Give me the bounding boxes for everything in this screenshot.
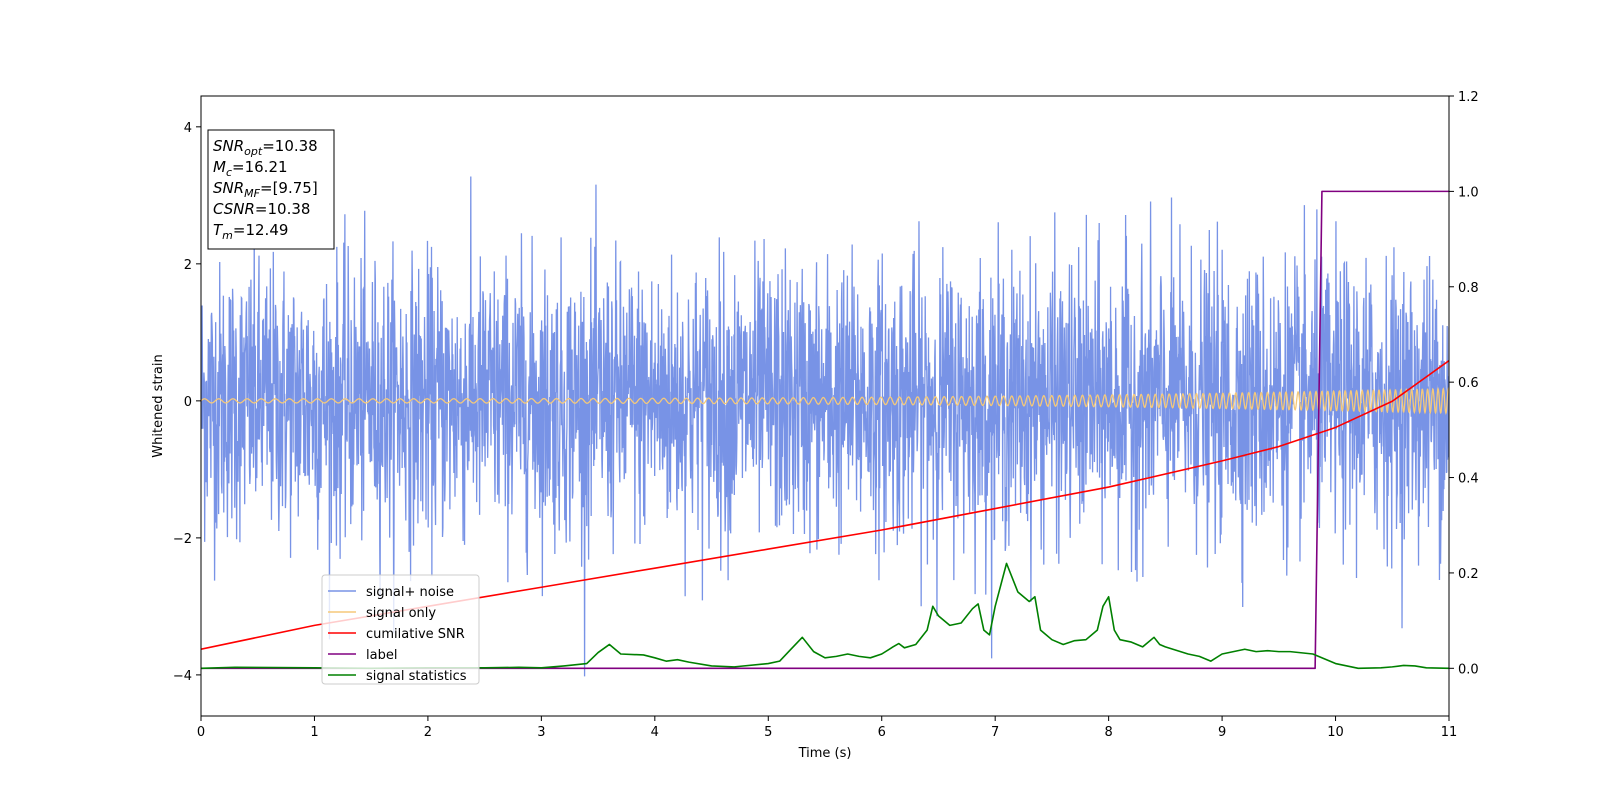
x-tick-label: 5 [764, 725, 772, 740]
stats-annotation-line: Tm=12.49 [213, 221, 288, 242]
x-tick-label: 1 [310, 725, 318, 740]
legend-label-cumilative-snr: cumilative SNR [366, 627, 465, 642]
y-left-tick-label: −4 [173, 669, 192, 684]
legend-label-signal-statistics: signal statistics [366, 669, 467, 684]
y-left-tick-label: 4 [184, 121, 192, 136]
y-right-tick-label: 0.0 [1458, 662, 1479, 677]
x-tick-label: 6 [878, 725, 886, 740]
y-left-tick-label: −2 [173, 532, 192, 547]
series-label-line [201, 190, 1449, 670]
y-right-tick-label: 0.8 [1458, 281, 1479, 296]
legend-frame [321, 574, 480, 685]
stats-annotation-lines: SNRopt=10.38Mc=16.21SNRMF=[9.75]CSNR=10.… [213, 137, 318, 242]
x-tick-label: 10 [1327, 725, 1344, 740]
stats-annotation-line: CSNR=10.38 [213, 200, 310, 218]
legend-label-label: label [366, 648, 397, 663]
y-right-axis-ticks: 0.0 0.2 0.4 0.6 0.8 1.0 1.2 [1449, 90, 1479, 677]
x-tick-label: 3 [537, 725, 545, 740]
x-tick-label: 4 [651, 725, 659, 740]
y-right-tick-label: 0.4 [1458, 472, 1479, 487]
stats-annotation-box: SNRopt=10.38Mc=16.21SNRMF=[9.75]CSNR=10.… [207, 129, 335, 250]
y-right-tick-label: 0.6 [1458, 376, 1479, 391]
x-tick-label: 7 [991, 725, 999, 740]
y-right-tick-label: 1.0 [1458, 185, 1479, 200]
x-axis-ticks: 0 1 2 3 4 5 6 7 8 9 10 11 [197, 716, 1457, 740]
x-tick-label: 2 [424, 725, 432, 740]
legend-items: signal+ noise signal only cumilative SNR la… [328, 585, 467, 684]
series-signal-noise-line [201, 176, 1449, 677]
y-left-tick-label: 2 [184, 258, 192, 273]
plot-frame [200, 95, 1450, 717]
x-tick-label: 8 [1104, 725, 1112, 740]
legend: signal+ noise signal only cumilative SNR la… [321, 574, 480, 685]
x-tick-label: 9 [1218, 725, 1226, 740]
legend-label-signal-noise: signal+ noise [366, 585, 454, 600]
x-tick-label: 0 [197, 725, 205, 740]
stats-annotation-line: SNRMF=[9.75] [213, 179, 318, 200]
y-left-tick-label: 0 [184, 395, 192, 410]
x-axis-label: Time (s) [798, 746, 852, 761]
legend-label-signal-only: signal only [366, 606, 436, 621]
y-right-tick-label: 0.2 [1458, 567, 1479, 582]
series-signal-only-line [201, 386, 1449, 416]
stats-annotation-line: SNRopt=10.38 [213, 137, 318, 158]
y-axis-label: Whitened strain [151, 354, 166, 457]
stats-annotation-frame [207, 129, 335, 250]
series-signal-statistics-line [201, 562, 1449, 670]
x-tick-label: 11 [1441, 725, 1458, 740]
stats-annotation-line: Mc=16.21 [213, 158, 288, 179]
y-right-tick-label: 1.2 [1458, 90, 1479, 105]
y-left-axis-ticks: −4 −2 0 2 4 [173, 121, 201, 684]
